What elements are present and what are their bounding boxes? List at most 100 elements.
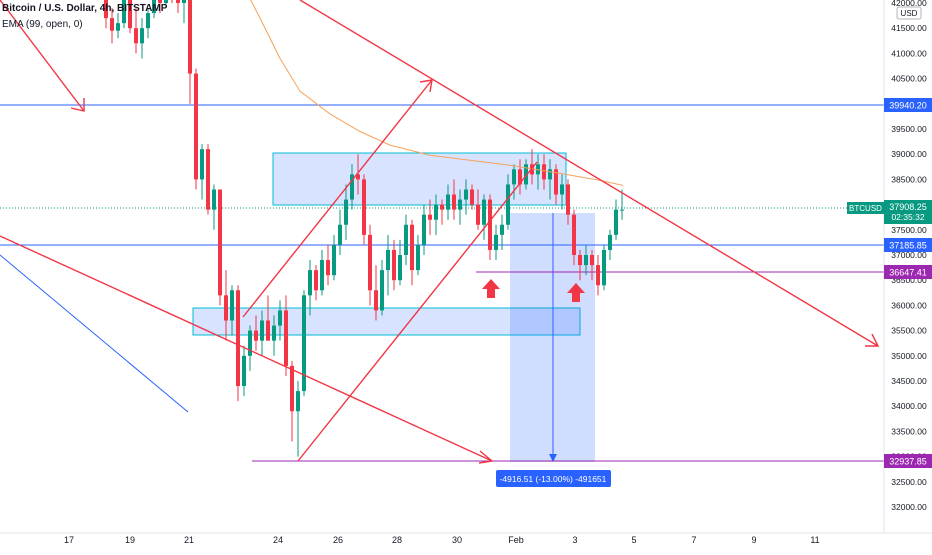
candle-body [572, 214, 576, 255]
candle-body [488, 199, 492, 250]
candle-body [146, 13, 150, 29]
price-label-box [884, 98, 932, 112]
trendline-resistance-down [299, 0, 879, 347]
candles [104, 0, 624, 457]
resistance-zone[interactable] [272, 152, 567, 206]
candle-up [296, 381, 300, 457]
time-tick-label: 5 [631, 535, 636, 545]
candle-down [410, 219, 414, 286]
price-tick-label: 40500.00 [891, 74, 927, 84]
candle-body [206, 149, 210, 210]
candle-down [194, 68, 198, 190]
symbol-tag [847, 202, 884, 214]
candle-up [200, 144, 204, 200]
candle-body [500, 224, 504, 235]
up-arrow-markers [482, 279, 585, 302]
current-price-tag [884, 200, 932, 224]
candle-body [338, 224, 342, 245]
candle-body [248, 330, 252, 356]
time-tick-label: 19 [125, 535, 135, 545]
candle-up [458, 189, 462, 225]
candle-body [110, 18, 114, 31]
price-label-box [884, 265, 932, 279]
candle-body [398, 255, 402, 281]
candle-up [416, 234, 420, 276]
candle-up [272, 315, 276, 356]
candle-down [392, 239, 396, 291]
candle-down [542, 154, 546, 190]
time-axis[interactable]: 17 19 21 24 26 28 30 Feb 3 5 7 9 11 [0, 532, 932, 545]
candle-up [464, 179, 468, 215]
candle-down [266, 295, 270, 341]
arrowhead-top-left [70, 98, 85, 112]
time-tick-label: 3 [572, 535, 577, 545]
candle-body [410, 224, 414, 271]
candle-down [326, 244, 330, 286]
trend-lines[interactable] [0, 0, 880, 464]
candle-body [296, 391, 300, 412]
candle-down [578, 249, 582, 281]
candle-body [194, 73, 198, 180]
price-tick-label: 37000.00 [891, 250, 927, 260]
candle-body [446, 194, 450, 210]
candle-down [128, 0, 132, 34]
candle-body [254, 330, 258, 341]
current-price-text: 37908.25 [889, 202, 927, 212]
price-label-text: 37185.85 [889, 241, 927, 251]
candle-body [200, 149, 204, 180]
candle-body [392, 249, 396, 281]
candle-body [608, 234, 612, 250]
candle-body [290, 365, 294, 412]
candle-down [440, 199, 444, 225]
candle-down [110, 8, 114, 44]
candle-up [122, 0, 126, 29]
candle-up [116, 13, 120, 39]
candle-down [206, 144, 210, 215]
candle-up [212, 184, 216, 230]
price-tick-label: 34000.00 [891, 401, 927, 411]
candle-up [446, 184, 450, 220]
candle-up [242, 345, 246, 397]
candle-down [470, 184, 474, 210]
candle-down [134, 8, 138, 54]
candle-body [416, 244, 420, 271]
candle-body [542, 164, 546, 180]
price-label-box [884, 454, 932, 468]
candle-down [596, 255, 600, 296]
candle-down [104, 0, 108, 29]
candle-body [314, 270, 318, 291]
price-label-text: 32937.85 [889, 457, 927, 467]
candle-down [171, 0, 173, 3]
price-tick-label: 35000.00 [891, 351, 927, 361]
price-labels: 39940.20 37185.85 36647.41 32937.85 [884, 98, 932, 468]
candle-body [566, 184, 570, 215]
candle-body [428, 214, 432, 220]
trendline-support-down [0, 235, 493, 462]
candle-body [236, 290, 240, 387]
time-tick-label: 26 [333, 535, 343, 545]
drawing-zones[interactable] [192, 152, 595, 462]
candle-up [152, 0, 156, 19]
support-zone[interactable] [192, 307, 581, 336]
candle-body [128, 0, 132, 29]
candle-body [434, 204, 438, 220]
candle-down [188, 0, 192, 104]
candle-up [260, 310, 264, 356]
candle-body [374, 290, 378, 311]
symbol-title[interactable]: Bitcoin / U.S. Dollar, 4h, BITSTAMP [2, 3, 168, 14]
candle-body [350, 174, 354, 200]
time-tick-label: 11 [810, 535, 819, 545]
price-label-text: 39940.20 [889, 101, 927, 111]
candle-body [524, 164, 528, 185]
ema-legend[interactable]: EMA (99, open, 0) [2, 19, 83, 30]
candle-up [344, 184, 348, 240]
candle-down [554, 164, 558, 205]
candle-body [272, 325, 276, 341]
price-axis[interactable]: 42000.0041500.0041000.0040500.0040000.00… [847, 0, 932, 533]
candle-up [560, 174, 564, 210]
candle-body [554, 169, 558, 195]
candle-body [266, 320, 270, 341]
trendline-blue-down [0, 254, 189, 413]
